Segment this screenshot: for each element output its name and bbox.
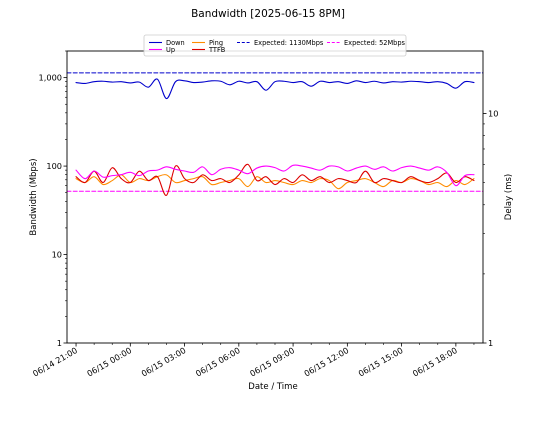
legend-label: Expected: 1130Mbps bbox=[254, 39, 324, 47]
y-left-tick-label: 100 bbox=[46, 161, 62, 171]
y-axis-right: 1 10 bbox=[483, 108, 498, 348]
y-left-tick-label: 1,000 bbox=[39, 73, 62, 83]
legend-label: TTFB bbox=[208, 46, 226, 54]
x-tick-label: 06/15 15:00 bbox=[356, 345, 404, 379]
x-tick-label: 06/15 06:00 bbox=[194, 345, 242, 379]
y-left-tick-label: 10 bbox=[52, 250, 62, 260]
series-line-ping bbox=[75, 174, 475, 190]
series-line-up bbox=[75, 164, 475, 187]
x-tick-label: 06/15 18:00 bbox=[411, 345, 459, 379]
y-right-tick-label: 10 bbox=[488, 108, 498, 118]
y-axis-right-label: Delay (ms) bbox=[504, 174, 514, 220]
series-line-ttfb bbox=[75, 163, 475, 196]
x-axis-label: Date / Time bbox=[248, 382, 297, 392]
plot-frame bbox=[66, 50, 484, 344]
chart-title: Bandwidth [2025-06-15 8PM] bbox=[191, 8, 345, 20]
legend-label: Expected: 52Mbps bbox=[344, 39, 406, 47]
x-tick-label: 06/15 12:00 bbox=[302, 345, 350, 379]
legend-label: Down bbox=[166, 39, 185, 47]
legend-label: Up bbox=[166, 46, 175, 54]
legend-label: Ping bbox=[209, 39, 223, 47]
x-tick-label: 06/14 21:00 bbox=[31, 345, 79, 379]
x-tick-label: 06/15 09:00 bbox=[248, 345, 296, 379]
legend-box bbox=[143, 34, 407, 57]
y-axis-left-label: Bandwidth (Mbps) bbox=[29, 158, 39, 235]
plot-area bbox=[66, 72, 484, 196]
x-tick-label: 06/15 00:00 bbox=[85, 345, 133, 379]
series-line-down bbox=[75, 78, 475, 100]
y-axis-left: 1 10 100 1,000 bbox=[39, 50, 67, 348]
y-left-tick-label: 1 bbox=[57, 338, 62, 348]
x-axis: 06/14 21:00 06/15 00:00 06/15 03:00 06/15 0… bbox=[31, 343, 475, 379]
y-right-tick-label: 1 bbox=[488, 338, 493, 348]
x-tick-label: 06/15 03:00 bbox=[139, 345, 187, 379]
